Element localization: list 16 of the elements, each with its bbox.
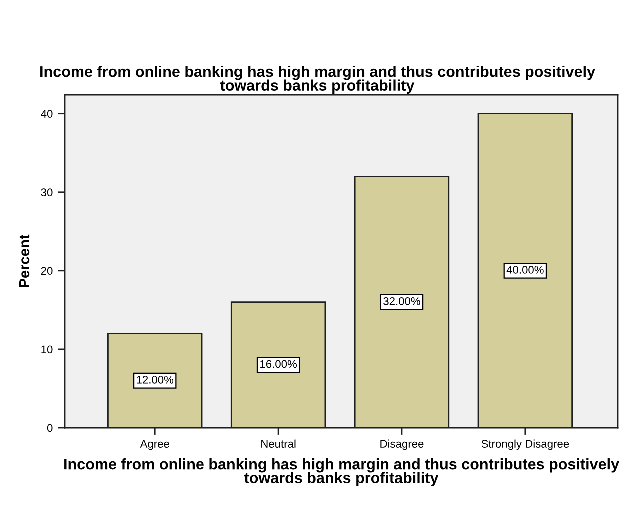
x-tick-label: Agree	[140, 440, 170, 450]
data-label: 32.00%	[384, 297, 420, 306]
x-tick-label: Disagree	[380, 440, 424, 450]
x-tick-label: Strongly Disagree	[482, 440, 570, 450]
x-tick-label: Neutral	[262, 440, 296, 448]
y-tick-label: 10	[42, 346, 53, 354]
data-label: 40.00%	[506, 266, 544, 274]
y-tick-label: 20	[41, 267, 53, 276]
y-tick-label: 40	[41, 110, 53, 118]
x-axis-title: Income from online banking has high margin and thus contributes positively towards banks profitability	[64, 458, 620, 486]
y-axis-title: Percent	[19, 234, 30, 288]
y-tick-label: 0	[47, 424, 53, 432]
data-label: 16.00%	[260, 360, 297, 368]
y-tick-label: 30	[41, 188, 53, 197]
data-label: 12.00%	[137, 376, 174, 384]
chart-title: Income from online banking has high margin and thus contributes positively towards banks profitability	[40, 66, 596, 94]
